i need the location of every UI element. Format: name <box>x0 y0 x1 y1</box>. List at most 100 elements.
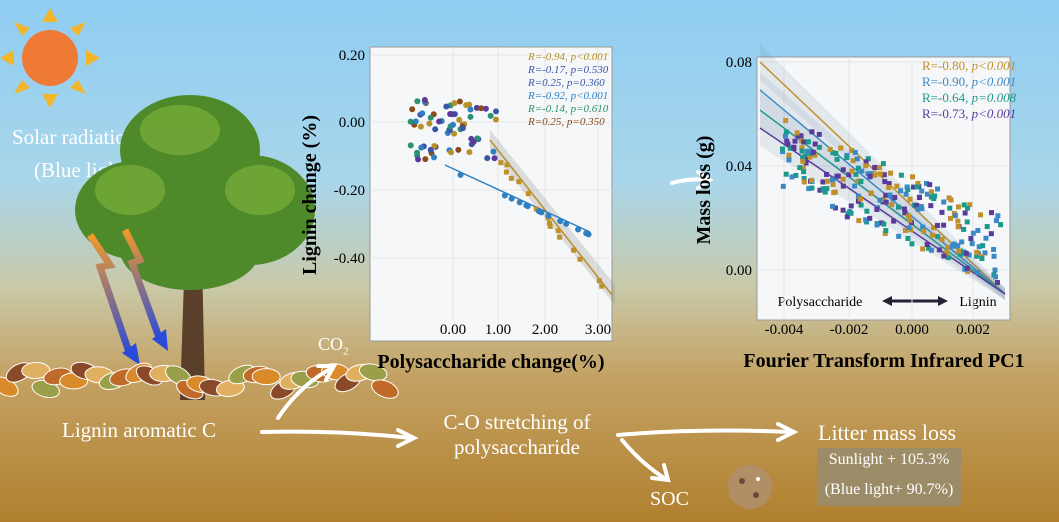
plot1-point <box>557 218 564 225</box>
plot1-point <box>417 123 424 130</box>
plot2-point <box>983 235 989 241</box>
plot2-point <box>868 190 874 196</box>
plot1-point <box>431 142 438 149</box>
plot2-point <box>803 160 809 166</box>
plot1-point <box>547 223 553 229</box>
plot2-point <box>872 164 878 170</box>
plot2-point <box>964 219 970 225</box>
plot2-point <box>794 130 800 136</box>
plot2-point <box>833 150 839 156</box>
plot2-point <box>783 129 789 135</box>
plot2-point <box>800 165 806 171</box>
plot2-point <box>955 218 961 224</box>
plot2-point <box>792 138 798 144</box>
plot1-point <box>491 155 498 162</box>
plot2-point <box>956 248 962 254</box>
plot2-point <box>809 185 815 191</box>
plot2-point <box>789 174 795 180</box>
plot2-point <box>874 206 880 212</box>
plot2-point <box>816 131 822 137</box>
plot2-point <box>906 225 912 231</box>
plot1-point <box>583 230 590 237</box>
co-stretching-line1: C-O stretching of <box>443 410 591 434</box>
plot2-point <box>820 186 826 192</box>
plot2-point <box>827 146 833 152</box>
plot1-point <box>557 234 563 240</box>
plot2-point <box>975 270 981 276</box>
plot1-point <box>546 220 552 226</box>
plot2-point <box>824 178 830 184</box>
mass-loss-box: Sunlight + 105.3% (Blue light+ 90.7%) <box>817 448 961 506</box>
plot2-ylabel: Mass loss (g) <box>693 136 715 245</box>
plot2-point <box>801 139 807 145</box>
plot1-point <box>418 144 425 151</box>
plot2-point <box>809 129 815 135</box>
plot2-point <box>915 180 921 186</box>
plot2-point <box>919 206 925 212</box>
plot2-point <box>858 202 864 208</box>
co2-subscript: 2 <box>343 345 349 358</box>
plot1-point <box>419 110 426 117</box>
plot2-point <box>916 195 922 201</box>
plot2-point <box>914 184 920 190</box>
plot2-point <box>889 201 895 207</box>
plot2-point <box>911 184 917 190</box>
plot2-point <box>874 222 880 228</box>
plot2-point <box>970 230 976 236</box>
plot2-point <box>896 204 902 210</box>
plot1-point <box>427 146 434 153</box>
plot2-point <box>898 172 904 178</box>
plot1-panel <box>369 46 613 342</box>
plot2-point <box>975 227 981 233</box>
plot1-point <box>487 112 494 119</box>
plot2-point <box>887 192 893 198</box>
plot2-point <box>844 214 850 220</box>
plot2-point <box>856 218 862 224</box>
plot1-point <box>484 155 491 162</box>
plot1-point <box>555 228 561 234</box>
plot2-point <box>907 196 913 202</box>
plot2-point <box>926 245 932 251</box>
plot2-point <box>785 141 791 147</box>
plot2-point <box>961 226 967 232</box>
plot2-point <box>832 189 838 195</box>
plot1-point <box>466 149 473 156</box>
plot2-point <box>934 222 940 228</box>
plot2-point <box>854 156 860 162</box>
plot2-point <box>949 243 955 249</box>
plot2-point <box>955 243 961 249</box>
plot1-ytick: -0.20 <box>334 183 365 199</box>
plot1-point <box>516 179 522 185</box>
plot2-point <box>915 206 921 212</box>
plot2-point <box>830 150 836 156</box>
plot2-point <box>809 177 815 183</box>
solar-radiation-label: Solar radiation <box>12 125 137 149</box>
plot2-xtick: 0.002 <box>956 322 990 338</box>
plot2-point <box>984 224 990 230</box>
plot2-point <box>998 222 1004 228</box>
plot2-point <box>881 172 887 178</box>
plot2-point <box>931 196 937 202</box>
plot2-point <box>855 178 861 184</box>
plot2-point <box>952 213 958 219</box>
plot2-point <box>936 247 942 253</box>
plot2-point <box>801 176 807 182</box>
plot2-point <box>962 266 968 272</box>
plot2-point <box>941 199 947 205</box>
plot2-point <box>834 173 840 179</box>
plot2-point <box>844 155 850 161</box>
plot1-stat: R=-0.94, p<0.001 <box>527 51 608 63</box>
plot2-point <box>966 252 972 258</box>
plot2-point <box>941 253 947 259</box>
plot2-xlabel: Fourier Transform Infrared PC1 <box>743 350 1024 372</box>
plot2-point <box>810 149 816 155</box>
plot2-xtick: -0.002 <box>830 322 869 338</box>
plot1-point <box>451 130 458 137</box>
plot2-point <box>800 158 806 164</box>
plot2-point <box>787 145 793 151</box>
co-stretching-line2: polysaccharide <box>454 435 580 459</box>
plot1-stat: R=-0.92, p<0.001 <box>527 90 608 102</box>
plot2-point <box>965 268 971 274</box>
plot2-point <box>848 203 854 209</box>
plot1-point <box>448 149 455 156</box>
